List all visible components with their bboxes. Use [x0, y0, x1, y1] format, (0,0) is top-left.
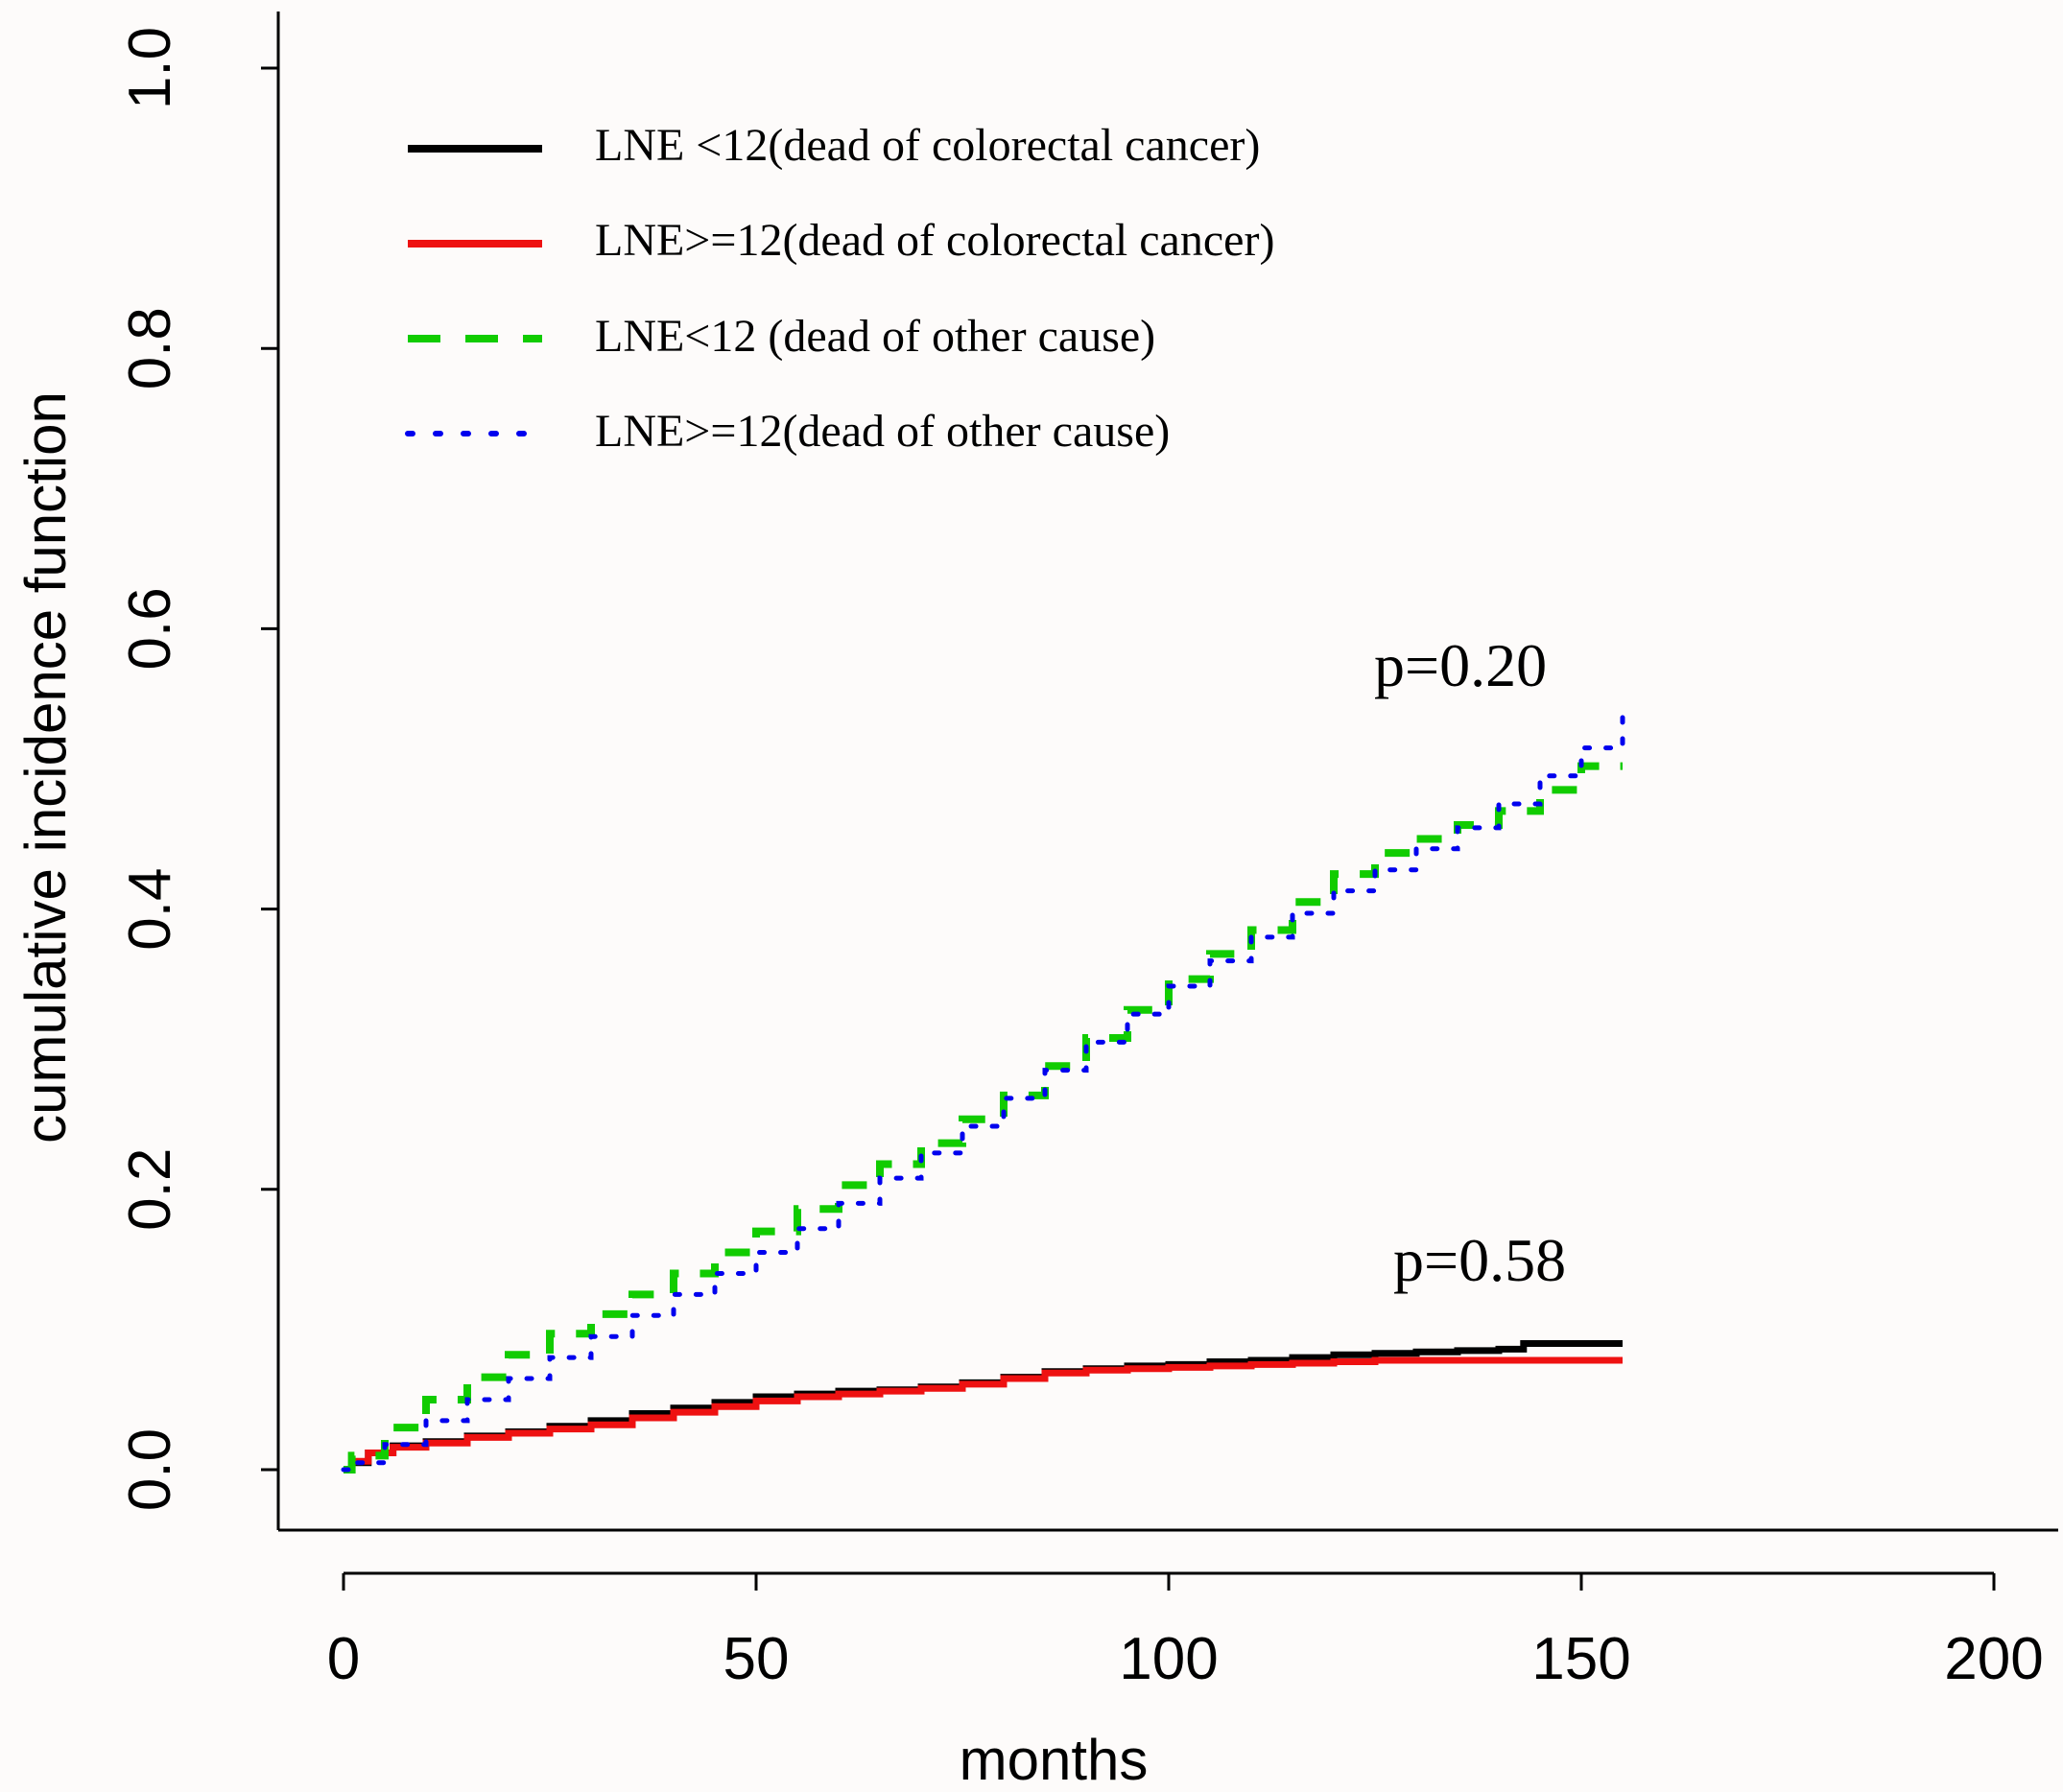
x-axis-title: months [960, 1728, 1149, 1792]
y-axis-ticks: 0.0 0.2 0.4 0.6 0.8 1.0 [117, 27, 278, 1511]
series-layer [341, 703, 1625, 1474]
y-tick-label: 0.8 [117, 307, 183, 389]
x-tick-label: 200 [1944, 1626, 2043, 1692]
legend-label-lne-lt12-other: LNE<12 (dead of other cause) [595, 311, 1155, 362]
series-line-2 [344, 762, 1623, 1474]
p-value-colorectal-cancer: p=0.58 [1393, 1226, 1566, 1294]
y-axis-title: cumulative incidence function [13, 391, 78, 1144]
legend-label-lne-ge12-other: LNE>=12(dead of other cause) [595, 406, 1170, 457]
x-tick-label: 50 [723, 1626, 790, 1692]
legend-label-lne-lt12-crc: LNE <12(dead of colorectal cancer) [595, 120, 1260, 171]
series-line-1 [344, 1356, 1623, 1474]
y-tick-label: 0.4 [117, 867, 183, 950]
x-axis-ticks: 0 50 100 150 200 [327, 1573, 2044, 1692]
p-value-other-cause: p=0.20 [1374, 631, 1547, 699]
x-tick-label: 150 [1531, 1626, 1630, 1692]
y-tick-label: 1.0 [117, 27, 183, 109]
x-tick-label: 100 [1119, 1626, 1218, 1692]
x-tick-label: 0 [327, 1626, 360, 1692]
y-tick-label: 0.0 [117, 1428, 183, 1511]
legend-label-lne-ge12-crc: LNE>=12(dead of colorectal cancer) [595, 215, 1274, 266]
y-tick-label: 0.6 [117, 587, 183, 670]
legend: LNE <12(dead of colorectal cancer) LNE>=… [405, 120, 1274, 457]
y-tick-label: 0.2 [117, 1148, 183, 1231]
